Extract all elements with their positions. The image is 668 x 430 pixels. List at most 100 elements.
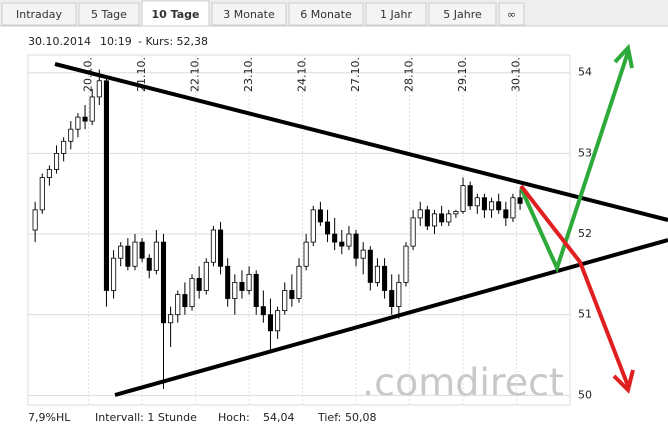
footer-high-label: Hoch: — [218, 411, 250, 424]
footer-interval: Intervall: 1 Stunde — [95, 411, 197, 424]
tab-label[interactable]: 3 Monate — [223, 8, 275, 21]
tab[interactable] — [211, 2, 287, 26]
candle-body — [68, 128, 74, 142]
candle-body — [303, 241, 309, 267]
candle-body — [203, 261, 209, 291]
candle-body — [396, 282, 402, 308]
candle-body — [132, 241, 138, 267]
tab-label[interactable]: 5 Jahre — [443, 8, 482, 21]
candle-body — [175, 294, 181, 316]
y-tick-label: 50 — [578, 388, 592, 401]
candle-body — [46, 169, 52, 178]
candle-body — [111, 257, 117, 291]
candle-body — [510, 197, 516, 219]
y-tick-label: 52 — [578, 227, 592, 240]
candle-body — [53, 152, 60, 170]
candle-body — [32, 209, 38, 231]
candle-body — [481, 197, 487, 211]
candle-body — [382, 265, 388, 291]
x-tick-label: 24.10. — [296, 57, 309, 92]
candle-body — [360, 249, 366, 259]
candle-body — [517, 197, 523, 204]
candle-body — [253, 273, 259, 308]
candle-body — [61, 140, 67, 154]
candle-body — [346, 233, 352, 247]
x-tick-label: 22.10. — [189, 57, 202, 92]
candle-body — [446, 213, 452, 223]
candle-body — [353, 233, 359, 259]
candle-body — [160, 241, 167, 324]
header-time: 10:19 — [100, 35, 132, 48]
candle-body — [239, 282, 245, 291]
candle-body — [196, 277, 202, 291]
candle-body — [96, 80, 102, 98]
tab[interactable] — [141, 0, 210, 27]
tab[interactable] — [1, 2, 77, 26]
candle-body — [146, 257, 152, 271]
tab[interactable] — [288, 2, 364, 26]
green-arrow-head — [613, 43, 634, 69]
candle-body — [310, 209, 316, 243]
candle-body — [275, 310, 281, 332]
candle-body — [75, 116, 81, 130]
tab[interactable] — [498, 2, 525, 26]
candle-body — [225, 265, 231, 299]
y-tick-label: 53 — [578, 146, 592, 159]
tab-label[interactable]: 5 Tage — [91, 8, 127, 21]
trend-line-upper — [54, 62, 668, 222]
header-price: - Kurs: 52,38 — [138, 35, 208, 48]
candle-body — [125, 245, 131, 267]
y-tick-label: 51 — [578, 308, 592, 321]
tab-label[interactable]: ∞ — [507, 8, 516, 21]
tabs: Intraday 5 Tage 10 Tage 3 Monate 6 Monate 1 J… — [1, 0, 525, 27]
candle-body — [317, 209, 323, 223]
red-arrow-head — [612, 369, 635, 394]
tab-label[interactable]: Intraday — [16, 8, 63, 21]
candle-body — [139, 241, 145, 259]
candle-body — [460, 185, 466, 212]
tab[interactable] — [78, 2, 140, 26]
candle-body — [439, 213, 445, 223]
footer-low: 50,08 — [345, 411, 377, 424]
candle-body — [403, 245, 409, 283]
tab[interactable] — [365, 2, 427, 26]
annotations — [54, 43, 668, 397]
footer-range: 7,9%HL — [28, 411, 71, 424]
candle-body — [417, 209, 423, 219]
candle-body — [467, 185, 473, 207]
candle-body — [324, 221, 331, 235]
candle-body — [168, 314, 174, 324]
candle-body — [232, 282, 238, 299]
candle-body — [424, 209, 430, 227]
candle-body — [410, 217, 416, 247]
candle-body — [474, 197, 480, 207]
candle-body — [496, 201, 502, 211]
y-tick-label: 54 — [578, 66, 592, 79]
candle-body — [374, 265, 380, 283]
candle-body — [367, 249, 373, 283]
candle-body — [282, 290, 288, 312]
header-date: 30.10.2014 — [28, 35, 91, 48]
candle-body — [503, 209, 509, 219]
x-tick-label: 20.10. — [82, 57, 95, 92]
x-tick-label: 29.10. — [456, 57, 469, 92]
candle-body — [82, 116, 88, 122]
candle-body — [453, 211, 459, 215]
candle-body — [431, 213, 438, 227]
candle-body — [89, 96, 95, 122]
x-tick-label: 27.10. — [349, 57, 362, 92]
candle-body — [153, 241, 159, 271]
candle-body — [189, 277, 195, 308]
x-tick-label: 30.10. — [510, 57, 523, 92]
tab[interactable] — [428, 2, 497, 26]
candle-body — [218, 229, 224, 267]
tab-label[interactable]: 6 Monate — [300, 8, 352, 21]
plot-frame — [27, 54, 571, 406]
tab-label[interactable]: 1 Jahr — [380, 8, 412, 21]
x-tick-label: 28.10. — [403, 57, 416, 92]
tab-label[interactable]: 10 Tage — [152, 8, 200, 21]
footer-high: 54,04 — [263, 411, 295, 424]
candle-body — [103, 80, 109, 291]
candle-body — [339, 241, 345, 247]
